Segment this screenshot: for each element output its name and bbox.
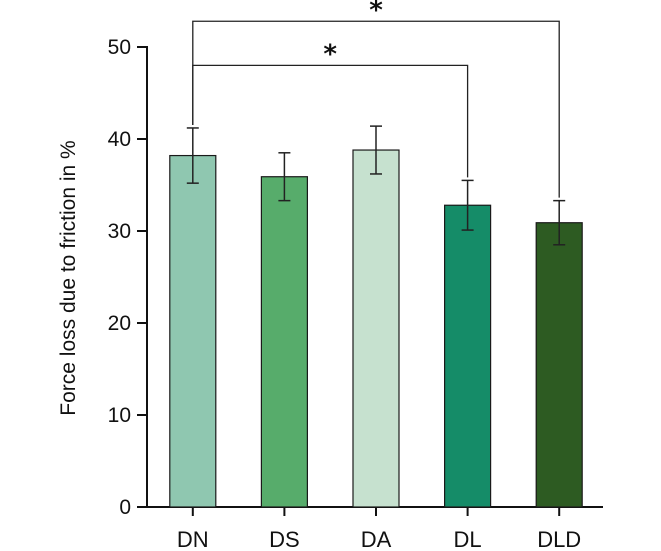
- y-tick-label: 20: [108, 312, 131, 335]
- x-tick-label: DS: [269, 527, 300, 551]
- y-tick-label: 30: [108, 220, 131, 243]
- y-tick-label: 50: [108, 36, 131, 59]
- y-tick-label: 10: [108, 404, 131, 427]
- y-axis: 0 10 20 30 40 50: [108, 36, 148, 519]
- bar-ds: [260, 176, 308, 508]
- significance-star: *: [369, 0, 383, 25]
- significance-star: *: [323, 39, 337, 69]
- bars: [169, 149, 583, 508]
- bar-da: [352, 149, 400, 508]
- error-bars: [186, 125, 566, 246]
- y-tick-label: 40: [108, 128, 131, 151]
- y-axis-title-group: Force loss due to friction in %: [57, 140, 80, 415]
- y-tick-label: 0: [119, 496, 131, 519]
- x-tick-label: DL: [454, 527, 482, 551]
- x-tick-label: DN: [177, 527, 209, 551]
- y-axis-title: Force loss due to friction in %: [57, 140, 80, 415]
- bar-dl: [444, 204, 492, 508]
- bar-dld: [535, 222, 583, 508]
- x-tick-label: DLD: [537, 527, 581, 551]
- significance-bracket-dn-dl: [192, 64, 469, 178]
- x-tick-label: DA: [361, 527, 392, 551]
- bar-dn: [169, 154, 217, 508]
- x-axis: DN DS DA DL DLD: [146, 506, 603, 551]
- significance-brackets: **: [192, 0, 560, 198]
- significance-bracket-dn-dld: [192, 20, 560, 198]
